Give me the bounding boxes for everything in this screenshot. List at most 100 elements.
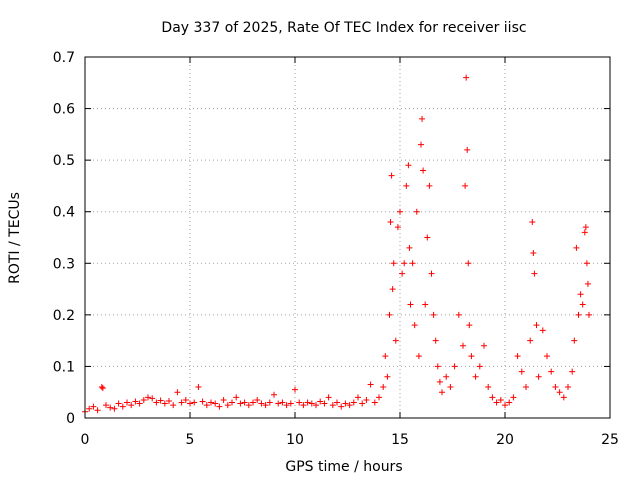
data-point	[283, 402, 290, 409]
data-point	[212, 400, 219, 407]
data-point	[376, 394, 382, 401]
data-point	[98, 384, 105, 391]
x-tick-label: 20	[496, 432, 514, 448]
data-point	[382, 353, 389, 360]
data-point	[418, 141, 424, 148]
data-point	[321, 400, 328, 407]
data-point	[406, 244, 413, 251]
data-point	[392, 337, 399, 344]
data-point	[573, 244, 580, 251]
data-point	[157, 397, 164, 404]
data-point	[216, 403, 223, 410]
data-point	[245, 402, 252, 409]
data-point	[405, 162, 412, 169]
data-point	[380, 384, 387, 391]
data-point	[258, 400, 265, 407]
y-tick-label: 0.2	[53, 308, 75, 324]
data-point	[161, 400, 168, 407]
data-point	[466, 322, 473, 329]
data-point	[468, 353, 475, 360]
data-point	[107, 404, 114, 411]
data-point	[523, 384, 529, 391]
x-tick-label: 5	[186, 432, 195, 448]
data-point	[292, 386, 298, 393]
data-point	[229, 399, 235, 406]
data-point	[338, 403, 345, 410]
data-point	[99, 385, 106, 392]
data-point	[389, 286, 396, 293]
y-tick-label: 0.1	[53, 359, 75, 375]
data-point	[250, 399, 256, 406]
data-point	[481, 342, 487, 349]
data-point	[571, 337, 578, 344]
data-point	[476, 363, 483, 370]
data-point	[472, 373, 479, 380]
y-tick-label: 0.5	[53, 153, 75, 169]
data-series-roti	[82, 74, 592, 415]
data-point	[220, 396, 227, 403]
data-point	[387, 219, 394, 226]
data-point	[287, 400, 294, 407]
data-point	[140, 396, 147, 403]
data-point	[514, 353, 521, 360]
data-point	[86, 405, 93, 412]
data-point	[195, 384, 202, 391]
y-tick-label: 0.7	[53, 50, 75, 66]
data-point	[384, 373, 391, 380]
data-point	[527, 337, 534, 344]
data-point	[579, 301, 586, 308]
data-point	[497, 396, 504, 403]
data-point	[439, 389, 445, 396]
data-point	[569, 368, 576, 375]
data-point	[342, 400, 349, 407]
data-point	[145, 394, 151, 401]
data-point	[451, 363, 458, 370]
data-point	[544, 353, 550, 360]
y-tick-label: 0.6	[53, 102, 75, 118]
data-point	[233, 394, 240, 401]
data-point	[296, 399, 303, 406]
data-point	[464, 146, 471, 153]
data-point	[90, 403, 97, 410]
x-tick-label: 0	[81, 432, 90, 448]
data-point	[111, 405, 118, 412]
y-axis-label: ROTI / TECUs	[7, 192, 23, 284]
data-point	[208, 399, 214, 406]
data-point	[313, 402, 319, 409]
data-point	[584, 280, 591, 287]
data-point	[308, 400, 315, 407]
data-point	[463, 74, 470, 81]
data-point	[577, 291, 584, 298]
tick-labels: 0 5 10 15 20 25 0 0.1 0.2 0.3 0.4 0.5 0.6 0.7	[53, 50, 619, 448]
data-point	[237, 400, 244, 407]
data-point	[447, 384, 454, 391]
data-point	[465, 260, 472, 267]
data-point	[124, 399, 130, 406]
data-point	[502, 402, 508, 409]
data-point	[174, 389, 181, 396]
data-point	[367, 381, 374, 388]
data-point	[128, 402, 135, 409]
x-tick-label: 10	[286, 432, 304, 448]
data-point	[254, 396, 261, 403]
data-point	[530, 249, 537, 256]
data-point	[565, 384, 571, 391]
data-point	[178, 399, 185, 406]
data-point	[329, 402, 336, 409]
data-point	[388, 172, 395, 179]
plot-frame	[84, 56, 611, 419]
data-point	[518, 368, 525, 375]
data-point	[460, 342, 466, 349]
data-point	[363, 396, 370, 403]
data-point	[266, 399, 273, 406]
data-point	[149, 395, 156, 402]
data-point	[355, 394, 361, 401]
data-point	[136, 400, 143, 407]
data-point	[187, 400, 193, 407]
data-point	[300, 402, 307, 409]
data-point	[510, 394, 517, 401]
data-point	[413, 208, 420, 215]
data-point	[279, 399, 286, 406]
data-point	[411, 322, 418, 329]
